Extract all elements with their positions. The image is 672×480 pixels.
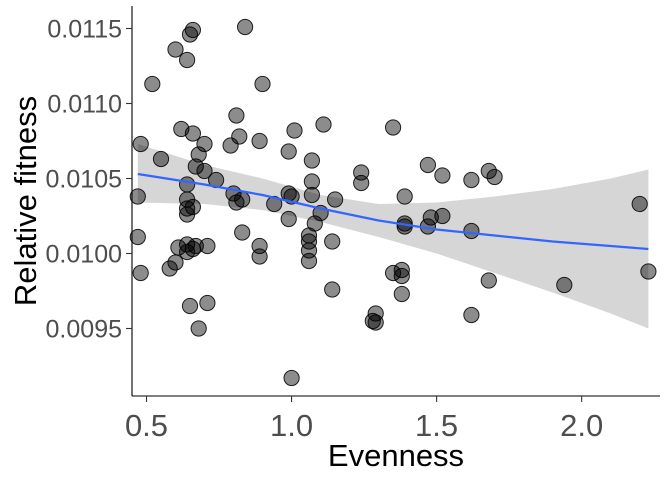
- data-point: [179, 176, 196, 193]
- data-point: [144, 75, 161, 93]
- data-point: [434, 207, 451, 225]
- x-axis-title: Evenness: [328, 438, 464, 473]
- data-point: [234, 191, 251, 208]
- data-point: [266, 195, 283, 213]
- data-point: [353, 174, 370, 192]
- data-point: [300, 233, 318, 250]
- trend-line-layer: [137, 172, 649, 251]
- data-point: [184, 125, 201, 142]
- y-tick-label: 0.0110: [47, 91, 122, 119]
- data-point: [167, 41, 184, 58]
- data-point: [167, 254, 184, 271]
- data-point: [303, 152, 320, 169]
- data-point: [393, 267, 410, 285]
- confidence-band: [137, 144, 649, 329]
- x-tick-label: 1.5: [415, 408, 458, 443]
- data-point: [196, 135, 213, 153]
- data-point: [181, 26, 199, 43]
- data-point: [129, 188, 146, 205]
- y-tick-label: 0.0100: [46, 241, 122, 269]
- x-tick-label: 1.0: [270, 408, 313, 443]
- data-point: [179, 51, 196, 69]
- data-point: [396, 188, 413, 205]
- data-point: [170, 239, 187, 256]
- data-point: [367, 305, 384, 322]
- data-point: [306, 215, 323, 232]
- data-point: [393, 261, 410, 279]
- data-point: [463, 222, 480, 240]
- data-point: [303, 186, 320, 204]
- data-point: [152, 150, 170, 168]
- x-axis-ticks: 0.5 1.0 1.5 2.0: [125, 396, 603, 443]
- data-point: [187, 237, 204, 255]
- data-point: [251, 132, 268, 150]
- y-axis-title: Relative fitness: [8, 96, 43, 306]
- data-point: [327, 191, 344, 208]
- data-point: [480, 272, 497, 289]
- data-point: [463, 306, 480, 324]
- data-point: [486, 168, 503, 186]
- data-point: [463, 171, 480, 189]
- data-point: [367, 314, 384, 331]
- data-point: [190, 320, 207, 337]
- data-point: [234, 224, 251, 241]
- data-point: [254, 75, 271, 93]
- axes: [131, 6, 660, 397]
- data-point: [161, 260, 178, 277]
- data-point: [132, 264, 149, 282]
- data-point: [422, 209, 439, 226]
- data-point: [300, 252, 318, 270]
- data-point: [190, 146, 207, 163]
- data-point: [251, 248, 268, 265]
- data-point: [385, 119, 402, 136]
- data-point: [228, 107, 245, 124]
- data-point: [187, 158, 204, 175]
- data-point: [181, 297, 199, 315]
- data-point: [231, 128, 248, 145]
- data-point: [393, 285, 410, 303]
- data-point: [480, 162, 497, 180]
- y-tick-label: 0.0105: [46, 166, 122, 194]
- data-point: [196, 162, 213, 180]
- data-point: [385, 264, 402, 282]
- data-point: [631, 195, 648, 213]
- data-point: [315, 116, 332, 133]
- data-point: [396, 218, 413, 235]
- data-point: [419, 156, 436, 174]
- data-point: [280, 143, 297, 160]
- data-point: [640, 263, 657, 280]
- data-point: [184, 198, 201, 216]
- data-point: [303, 173, 320, 190]
- data-point: [280, 210, 297, 228]
- y-axis-ticks: 0.0095 0.0100 0.0105 0.0110 0.0115: [46, 16, 132, 344]
- data-point: [237, 18, 254, 36]
- data-point: [324, 233, 341, 250]
- confidence-band-layer: [137, 144, 649, 329]
- data-point: [199, 237, 216, 255]
- data-point: [286, 122, 303, 139]
- x-tick-label: 2.0: [560, 408, 603, 443]
- trend-line: [137, 172, 649, 251]
- data-point: [184, 21, 201, 39]
- data-point: [132, 135, 149, 153]
- data-point: [199, 294, 216, 312]
- data-point: [283, 369, 300, 387]
- data-point: [324, 281, 341, 298]
- data-point: [129, 228, 146, 246]
- y-tick-label: 0.0095: [46, 316, 122, 344]
- data-point: [556, 276, 573, 294]
- y-tick-label: 0.0115: [47, 16, 122, 44]
- data-point: [179, 200, 196, 217]
- data-point: [434, 167, 451, 184]
- x-tick-label: 0.5: [125, 408, 168, 443]
